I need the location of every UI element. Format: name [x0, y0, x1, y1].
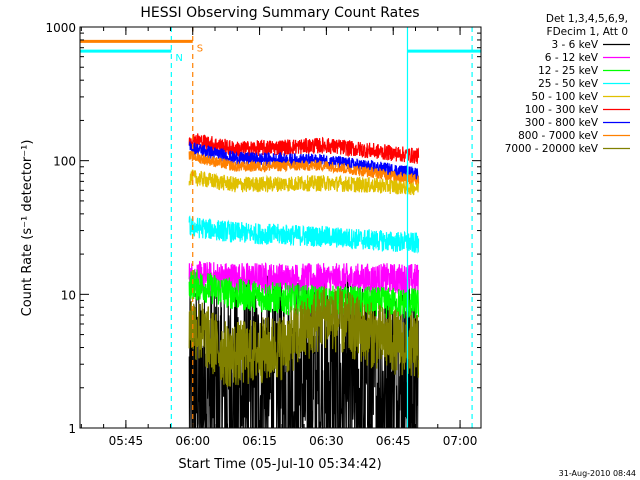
legend-entry-2: 6 - 12 keV — [545, 52, 599, 64]
y-tick-label-3: 100 — [53, 155, 76, 169]
flag-label-2: N — [175, 53, 182, 64]
legend-entry-5: 50 - 100 keV — [531, 91, 598, 103]
legend-entry-9: 7000 - 20000 keV — [505, 143, 599, 155]
x-tick-label-3: 06:15 — [242, 434, 277, 448]
legend-entry-8: 800 - 7000 keV — [518, 130, 599, 142]
legend-entry-4: 25 - 50 keV — [538, 78, 599, 90]
legend-entry-3: 12 - 25 keV — [538, 65, 599, 77]
series-layer — [188, 133, 420, 429]
legend-header-2: FDecim 1, Att 0 — [547, 26, 628, 38]
legend-entry-7: 300 - 800 keV — [525, 117, 599, 129]
legend-header-1: Det 1,3,4,5,6,9, — [546, 13, 628, 25]
legend-entry-1: 3 - 6 keV — [551, 39, 598, 51]
series-line-5 — [188, 169, 420, 196]
y-tick-label-4: 1000 — [45, 21, 76, 35]
axis-layer: 05:45 06:00 06:15 06:30 06:45 07:00 1 10 100 1000 — [45, 21, 481, 448]
chart-title: HESSI Observing Summary Count Rates — [140, 5, 419, 21]
legend: Det 1,3,4,5,6,9,FDecim 1, Att 03 - 6 keV… — [505, 13, 630, 155]
flag-label-1: S — [197, 43, 203, 54]
footer-timestamp: 31-Aug-2010 08:44 — [559, 469, 636, 478]
series-line-6 — [188, 133, 420, 164]
y-axis-label: Count Rate (s⁻¹ detector⁻¹) — [20, 140, 35, 317]
y-tick-label-1: 1 — [68, 422, 76, 436]
overlay-layer: SN — [80, 27, 481, 428]
x-tick-label-1: 05:45 — [109, 434, 144, 448]
y-tick-label-2: 10 — [61, 288, 76, 302]
x-tick-label-6: 07:00 — [443, 434, 478, 448]
plot-frame — [79, 26, 482, 429]
series-line-4 — [188, 215, 420, 254]
series-line-9 — [188, 286, 420, 388]
legend-entry-6: 100 - 300 keV — [525, 104, 599, 116]
series-line-8 — [188, 150, 420, 185]
x-axis-label: Start Time (05-Jul-10 05:34:42) — [178, 457, 381, 472]
x-tick-label-5: 06:45 — [376, 434, 411, 448]
x-tick-label-4: 06:30 — [309, 434, 344, 448]
x-tick-label-2: 06:00 — [175, 434, 210, 448]
